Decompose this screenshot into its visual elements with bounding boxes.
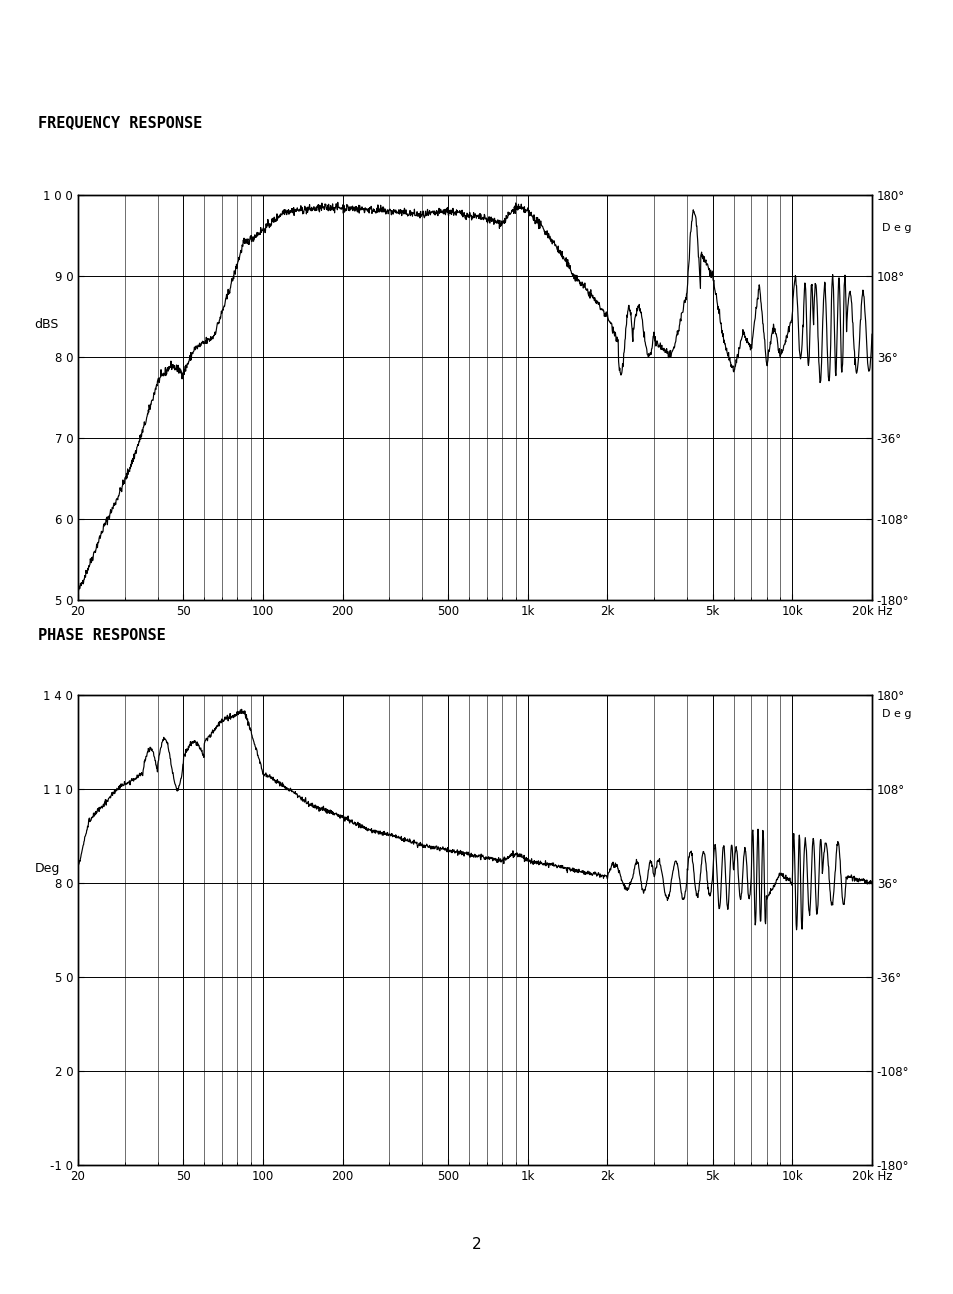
Text: S800Na: S800Na (49, 67, 151, 91)
Text: 2: 2 (472, 1237, 481, 1253)
Text: Deg: Deg (34, 862, 60, 876)
Text: PHASE RESPONSE: PHASE RESPONSE (38, 628, 166, 643)
Text: D e g: D e g (881, 709, 910, 719)
Text: dBS: dBS (34, 318, 59, 331)
Text: FREQUENCY RESPONSE: FREQUENCY RESPONSE (38, 115, 202, 131)
Text: D e g: D e g (881, 224, 910, 233)
